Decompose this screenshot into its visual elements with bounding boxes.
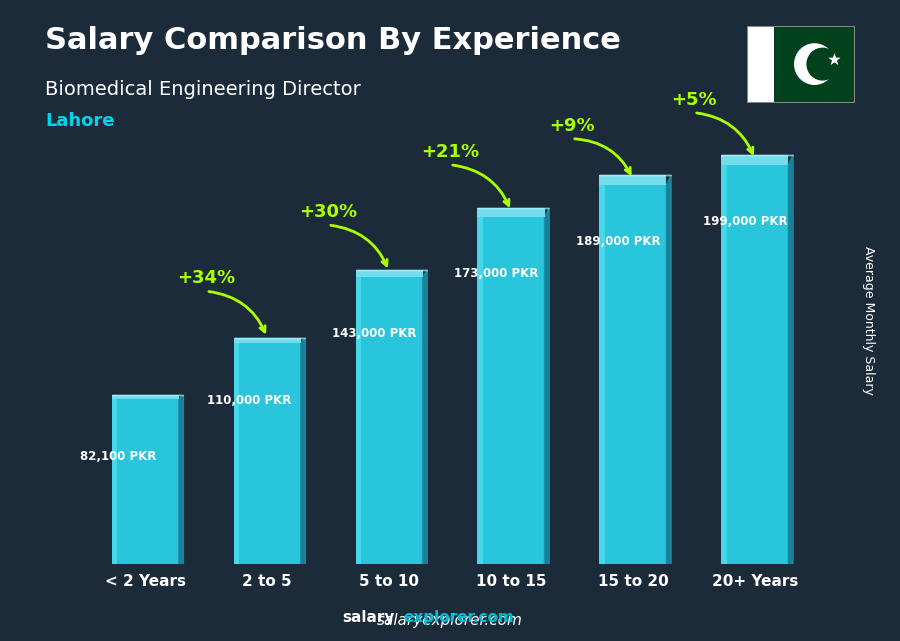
Polygon shape [828, 53, 841, 65]
Bar [774, 26, 855, 103]
Text: salary: salary [342, 610, 394, 625]
Bar [112, 399, 179, 564]
Text: +5%: +5% [671, 90, 716, 108]
Circle shape [806, 47, 839, 81]
Text: Average Monthly Salary: Average Monthly Salary [862, 246, 875, 395]
Text: 189,000 PKR: 189,000 PKR [576, 235, 661, 248]
Polygon shape [179, 395, 184, 564]
Text: Biomedical Engineering Director: Biomedical Engineering Director [45, 80, 361, 99]
Bar [477, 208, 544, 217]
Bar [112, 395, 179, 399]
Bar [234, 344, 301, 564]
Bar [477, 217, 544, 564]
Text: explorer.com: explorer.com [403, 610, 514, 625]
Text: +34%: +34% [177, 269, 235, 287]
Polygon shape [666, 176, 671, 564]
Text: +21%: +21% [421, 143, 479, 161]
Text: 82,100 PKR: 82,100 PKR [80, 449, 157, 463]
Text: +30%: +30% [299, 203, 357, 221]
Bar [356, 270, 423, 277]
Text: 143,000 PKR: 143,000 PKR [332, 328, 417, 340]
Bar [234, 344, 238, 564]
Text: 173,000 PKR: 173,000 PKR [454, 267, 538, 280]
Bar [477, 217, 482, 564]
Bar [234, 338, 301, 344]
Text: +9%: +9% [549, 117, 595, 135]
Text: 110,000 PKR: 110,000 PKR [207, 394, 291, 406]
Bar [356, 277, 361, 564]
Bar [112, 399, 117, 564]
Text: salaryexplorer.com: salaryexplorer.com [377, 613, 523, 628]
Bar [599, 185, 605, 564]
Bar [721, 154, 788, 165]
Text: Lahore: Lahore [45, 112, 114, 130]
Polygon shape [301, 338, 305, 564]
Bar [721, 165, 726, 564]
Bar [599, 176, 666, 185]
Polygon shape [423, 270, 428, 564]
Text: 199,000 PKR: 199,000 PKR [703, 215, 788, 228]
Text: Salary Comparison By Experience: Salary Comparison By Experience [45, 26, 621, 54]
Polygon shape [788, 154, 793, 564]
Circle shape [794, 43, 835, 85]
Bar [356, 277, 423, 564]
Bar [721, 165, 788, 564]
Bar [747, 26, 774, 103]
Bar [599, 185, 666, 564]
Polygon shape [544, 208, 549, 564]
